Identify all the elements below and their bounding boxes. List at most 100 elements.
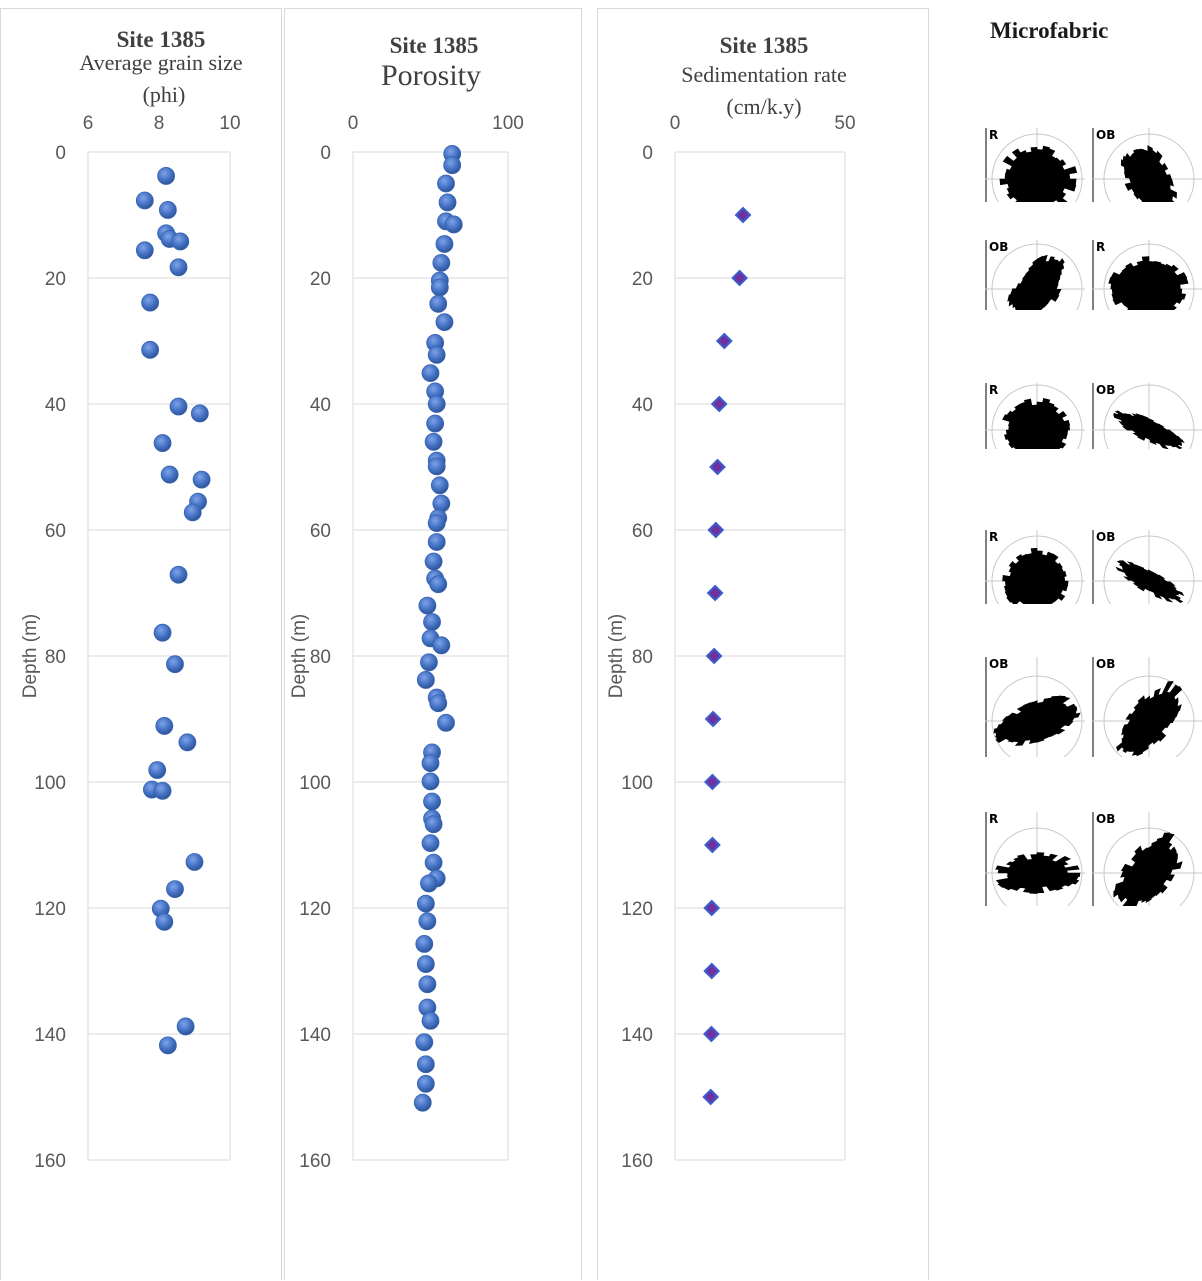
data-point — [418, 912, 437, 931]
data-point — [435, 235, 454, 253]
data-point — [444, 215, 463, 234]
y-tick-label: 60 — [45, 521, 66, 542]
y-axis-label: Depth (m) — [289, 614, 310, 698]
data-point — [155, 717, 174, 735]
data-point — [141, 340, 160, 359]
data-point — [421, 1011, 440, 1030]
data-point — [169, 397, 188, 416]
y-tick-label: 140 — [299, 1025, 331, 1046]
data-point — [430, 278, 449, 297]
chart-subtitle: Average grain size — [79, 50, 243, 75]
y-tick-label: 0 — [55, 143, 66, 164]
data-point — [438, 193, 457, 212]
data-point — [185, 853, 204, 871]
data-point — [135, 191, 154, 210]
data-point — [158, 201, 177, 219]
x-tick-label: 100 — [492, 113, 524, 134]
data-point — [416, 955, 435, 973]
rose-diagram-graphic — [985, 812, 1085, 906]
rose-label: R — [989, 128, 999, 142]
y-tick-label: 160 — [621, 1151, 653, 1172]
rose-diagram: R — [985, 812, 1085, 906]
data-point — [166, 655, 184, 674]
data-point — [416, 894, 435, 913]
data-point — [421, 772, 440, 791]
data-point — [432, 494, 451, 513]
x-tick-label: 10 — [219, 113, 240, 134]
chart-panel-porosity: Site 1385 Porosity 0 20 40 60 80 100 120 140 160… — [284, 8, 582, 1280]
data-point — [427, 345, 446, 364]
y-tick-label: 80 — [632, 647, 653, 668]
y-tick-label: 120 — [34, 899, 66, 920]
data-point — [424, 432, 443, 451]
microfabric-title: Microfabric — [990, 18, 1109, 43]
data-point — [176, 1017, 195, 1036]
data-point — [423, 613, 441, 631]
rose-diagram: OB — [1092, 383, 1202, 449]
data-point — [178, 733, 197, 752]
data-point — [155, 912, 174, 931]
y-tick-label: 40 — [310, 395, 331, 416]
data-point — [427, 457, 446, 476]
data-point — [421, 364, 440, 383]
data-point — [141, 293, 160, 312]
rose-diagram-graphic — [985, 128, 1085, 202]
rose-label: OB — [1096, 530, 1116, 544]
rose-diagram-graphic — [985, 530, 1085, 604]
data-point — [427, 395, 446, 413]
rose-diagram: R — [985, 530, 1085, 604]
data-point — [420, 653, 438, 672]
rose-label: OB — [989, 240, 1009, 254]
rose-diagram-graphic — [1092, 812, 1202, 906]
rose-label: R — [1096, 240, 1106, 254]
data-point — [443, 156, 462, 175]
data-point — [707, 521, 725, 539]
rose-diagram: OB — [1092, 657, 1202, 757]
rose-diagram: OB — [1092, 812, 1202, 906]
x-tick-label: 0 — [670, 113, 681, 134]
chart-subtitle: Porosity — [380, 59, 482, 92]
data-point — [418, 596, 437, 615]
rose-diagram: R — [1092, 240, 1202, 310]
y-tick-label: 0 — [320, 143, 331, 164]
chart-panel-grain-size: Site 1385 Average grain size (phi) 0 20 40… — [0, 8, 282, 1280]
y-tick-label: 120 — [299, 899, 331, 920]
data-point — [734, 206, 752, 224]
sedimentation-rate-plot: 0 20 40 60 80 100 120 140 160 0 50 Depth (m) — [606, 113, 856, 1172]
rose-label: R — [989, 383, 999, 397]
y-tick-label: 80 — [310, 647, 331, 668]
data-point — [160, 465, 179, 484]
data-point — [183, 503, 202, 522]
rose-diagram: OB — [1092, 128, 1202, 202]
y-tick-label: 80 — [45, 647, 66, 668]
rose-diagram-graphic — [1092, 128, 1202, 202]
rose-diagram-graphic — [1092, 530, 1202, 604]
data-point — [158, 1036, 177, 1055]
data-point — [169, 565, 188, 584]
y-axis-label: Depth (m) — [606, 614, 627, 698]
data-point — [415, 1033, 434, 1052]
rose-diagram-graphic — [985, 240, 1085, 310]
data-point — [430, 476, 449, 495]
y-tick-label: 20 — [45, 269, 66, 290]
data-point — [437, 174, 455, 193]
rose-label: R — [989, 530, 999, 544]
data-point — [702, 1088, 720, 1106]
y-tick-label: 100 — [621, 773, 653, 794]
data-point — [709, 458, 726, 476]
rose-diagram-graphic — [1092, 383, 1202, 449]
chart-unit: (cm/k.y) — [726, 94, 802, 119]
chart-title: Site 1385 — [116, 27, 206, 52]
data-point — [427, 533, 446, 551]
data-point — [426, 414, 445, 433]
data-point — [166, 880, 184, 898]
data-point — [432, 636, 451, 655]
rose-diagram: R — [985, 128, 1085, 202]
rose-label: OB — [1096, 812, 1116, 826]
porosity-plot: 0 20 40 60 80 100 120 140 160 0 100 Depth (m) — [289, 113, 524, 1172]
rose-diagram: OB — [985, 240, 1085, 310]
rose-label: R — [989, 812, 999, 826]
rose-diagram-graphic — [985, 657, 1085, 757]
rose-diagram: R — [985, 383, 1085, 449]
data-point — [157, 167, 176, 185]
